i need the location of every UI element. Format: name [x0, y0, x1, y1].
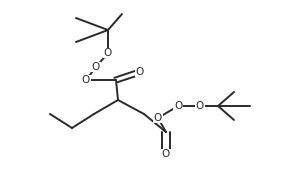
- Text: O: O: [162, 149, 170, 159]
- Text: O: O: [82, 75, 90, 85]
- Text: O: O: [174, 101, 182, 111]
- Text: O: O: [104, 48, 112, 58]
- Text: O: O: [136, 67, 144, 77]
- Text: O: O: [92, 62, 100, 72]
- Text: O: O: [154, 113, 162, 123]
- Text: O: O: [196, 101, 204, 111]
